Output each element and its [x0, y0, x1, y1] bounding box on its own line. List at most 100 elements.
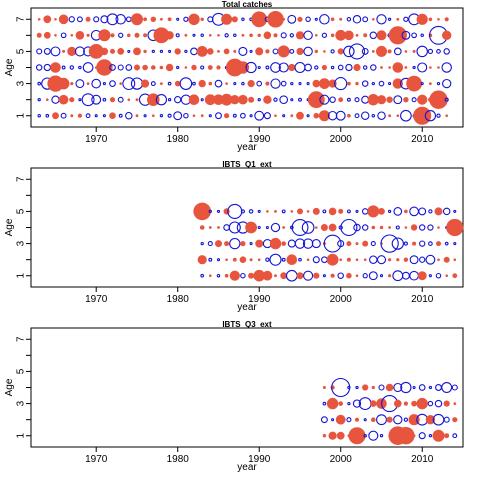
positive-residual-bubble [117, 48, 125, 55]
positive-residual-bubble [209, 274, 212, 278]
negative-residual-bubble [412, 385, 416, 390]
positive-residual-bubble [380, 66, 383, 69]
negative-residual-bubble [43, 47, 51, 55]
positive-residual-bubble [355, 242, 359, 246]
negative-residual-bubble [393, 207, 403, 216]
negative-residual-bubble [167, 98, 172, 102]
chart-title: IBTS_Q1_ext [222, 160, 272, 169]
negative-residual-bubble [279, 95, 289, 105]
positive-residual-bubble [257, 258, 261, 262]
positive-residual-bubble [437, 226, 440, 229]
negative-residual-bubble [418, 224, 426, 231]
positive-residual-bubble [265, 81, 270, 86]
positive-residual-bubble [370, 417, 376, 423]
x-tick-label: 2010 [411, 454, 434, 465]
negative-residual-bubble [290, 98, 294, 102]
positive-residual-bubble [404, 226, 408, 229]
positive-residual-bubble [312, 79, 321, 88]
negative-residual-bubble [117, 64, 124, 71]
positive-residual-bubble [233, 49, 237, 53]
negative-residual-bubble [176, 17, 180, 21]
positive-residual-bubble [375, 45, 387, 57]
positive-residual-bubble [296, 272, 304, 280]
negative-residual-bubble [393, 47, 402, 56]
negative-residual-bubble [240, 272, 246, 279]
positive-residual-bubble [147, 93, 160, 106]
positive-residual-bubble [403, 401, 409, 406]
negative-residual-bubble [60, 112, 67, 119]
negative-residual-bubble [379, 434, 384, 438]
negative-residual-bubble [270, 62, 281, 73]
negative-residual-bubble [183, 112, 189, 119]
negative-residual-bubble [240, 209, 245, 214]
positive-residual-bubble [313, 112, 320, 119]
negative-residual-bubble [368, 271, 378, 281]
positive-residual-bubble [417, 271, 427, 281]
positive-residual-bubble [323, 50, 326, 53]
positive-residual-bubble [247, 79, 255, 88]
negative-residual-bubble [376, 255, 387, 265]
positive-residual-bubble [386, 96, 393, 103]
negative-residual-bubble [442, 78, 452, 89]
negative-residual-bubble [109, 80, 116, 87]
negative-residual-bubble [208, 114, 212, 118]
negative-residual-bubble [240, 112, 246, 119]
negative-residual-bubble [93, 16, 100, 23]
negative-residual-bubble [192, 81, 196, 86]
negative-residual-bubble [321, 32, 328, 38]
positive-residual-bubble [326, 397, 339, 410]
negative-residual-bubble [321, 256, 328, 264]
negative-residual-bubble [369, 31, 378, 40]
negative-residual-bubble [346, 209, 351, 214]
negative-residual-bubble [282, 114, 286, 118]
negative-residual-bubble [376, 414, 387, 426]
y-tick-label: 1 [16, 113, 27, 119]
positive-residual-bubble [328, 223, 337, 232]
positive-residual-bubble [127, 98, 131, 101]
positive-residual-bubble [336, 431, 345, 440]
positive-residual-bubble [200, 114, 204, 118]
positive-residual-bubble [131, 13, 144, 26]
negative-residual-bubble [370, 241, 376, 247]
positive-residual-bubble [410, 224, 418, 231]
x-axis-label: year [237, 142, 257, 153]
positive-residual-bubble [388, 114, 392, 118]
negative-residual-bubble [249, 242, 253, 246]
negative-residual-bubble [427, 48, 434, 55]
positive-residual-bubble [54, 17, 57, 21]
positive-residual-bubble [196, 46, 208, 57]
negative-residual-bubble [360, 111, 370, 120]
positive-residual-bubble [223, 48, 230, 55]
negative-residual-bubble [102, 97, 107, 102]
negative-residual-bubble [200, 241, 204, 246]
positive-residual-bubble [318, 110, 330, 122]
negative-residual-bubble [412, 65, 416, 70]
negative-residual-bubble [436, 113, 441, 118]
y-tick-label: 7 [16, 16, 27, 22]
positive-residual-bubble [221, 13, 233, 25]
y-tick-label: 7 [16, 176, 27, 182]
positive-residual-bubble [355, 81, 359, 86]
positive-residual-bubble [363, 258, 367, 262]
positive-residual-bubble [267, 10, 284, 28]
positive-residual-bubble [417, 94, 428, 105]
positive-residual-bubble [363, 33, 368, 38]
positive-residual-bubble [453, 258, 457, 262]
positive-residual-bubble [322, 434, 327, 438]
negative-residual-bubble [50, 46, 61, 57]
negative-residual-bubble [346, 17, 352, 22]
negative-residual-bubble [303, 270, 314, 281]
y-axis-label: Age [4, 218, 15, 236]
positive-residual-bubble [257, 33, 261, 37]
negative-residual-bubble [143, 114, 147, 118]
negative-residual-bubble [269, 253, 282, 266]
negative-residual-bubble [419, 256, 426, 263]
negative-residual-bubble [401, 30, 411, 40]
negative-residual-bubble [85, 113, 91, 119]
negative-residual-bubble [442, 207, 451, 216]
positive-residual-bubble [217, 50, 220, 53]
negative-residual-bubble [290, 81, 294, 86]
positive-residual-bubble [396, 17, 400, 21]
positive-residual-bubble [429, 66, 432, 69]
negative-residual-bubble [436, 49, 441, 54]
